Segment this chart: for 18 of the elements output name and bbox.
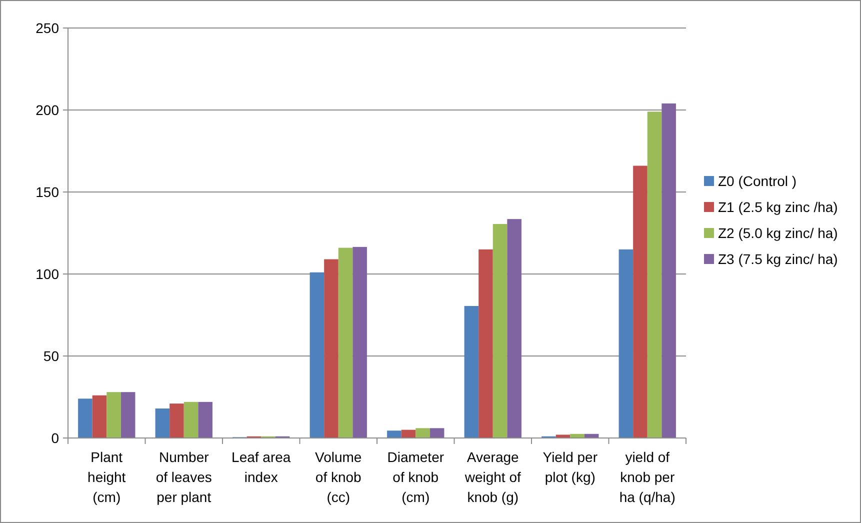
x-tick-label: Volume of knob (cc) bbox=[315, 449, 362, 505]
x-tick-label: Yield per plot (kg) bbox=[542, 449, 598, 485]
legend-label: Z3 (7.5 kg zinc/ ha) bbox=[718, 250, 838, 267]
legend-label: Z0 (Control ) bbox=[718, 172, 797, 189]
y-tick-label: 100 bbox=[36, 266, 60, 282]
y-tick-label: 0 bbox=[51, 430, 60, 446]
x-tick-label: yield of knob per ha (q/ha) bbox=[619, 449, 676, 505]
x-tick-label: Number of leaves per plant bbox=[156, 449, 212, 505]
y-tick-label: 50 bbox=[43, 348, 60, 364]
x-tick-label: Plant height (cm) bbox=[88, 449, 126, 505]
x-tick-label: Diameter of knob (cm) bbox=[387, 449, 444, 505]
x-tick-label: Leaf area index bbox=[232, 449, 291, 485]
x-tick-label: Average weight of knob (g) bbox=[464, 449, 521, 505]
legend-label: Z1 (2.5 kg zinc /ha) bbox=[718, 198, 838, 215]
legend-label: Z2 (5.0 kg zinc/ ha) bbox=[718, 224, 838, 241]
y-tick-label: 250 bbox=[36, 20, 60, 36]
y-tick-label: 200 bbox=[36, 102, 60, 118]
y-tick-label: 150 bbox=[36, 184, 60, 200]
